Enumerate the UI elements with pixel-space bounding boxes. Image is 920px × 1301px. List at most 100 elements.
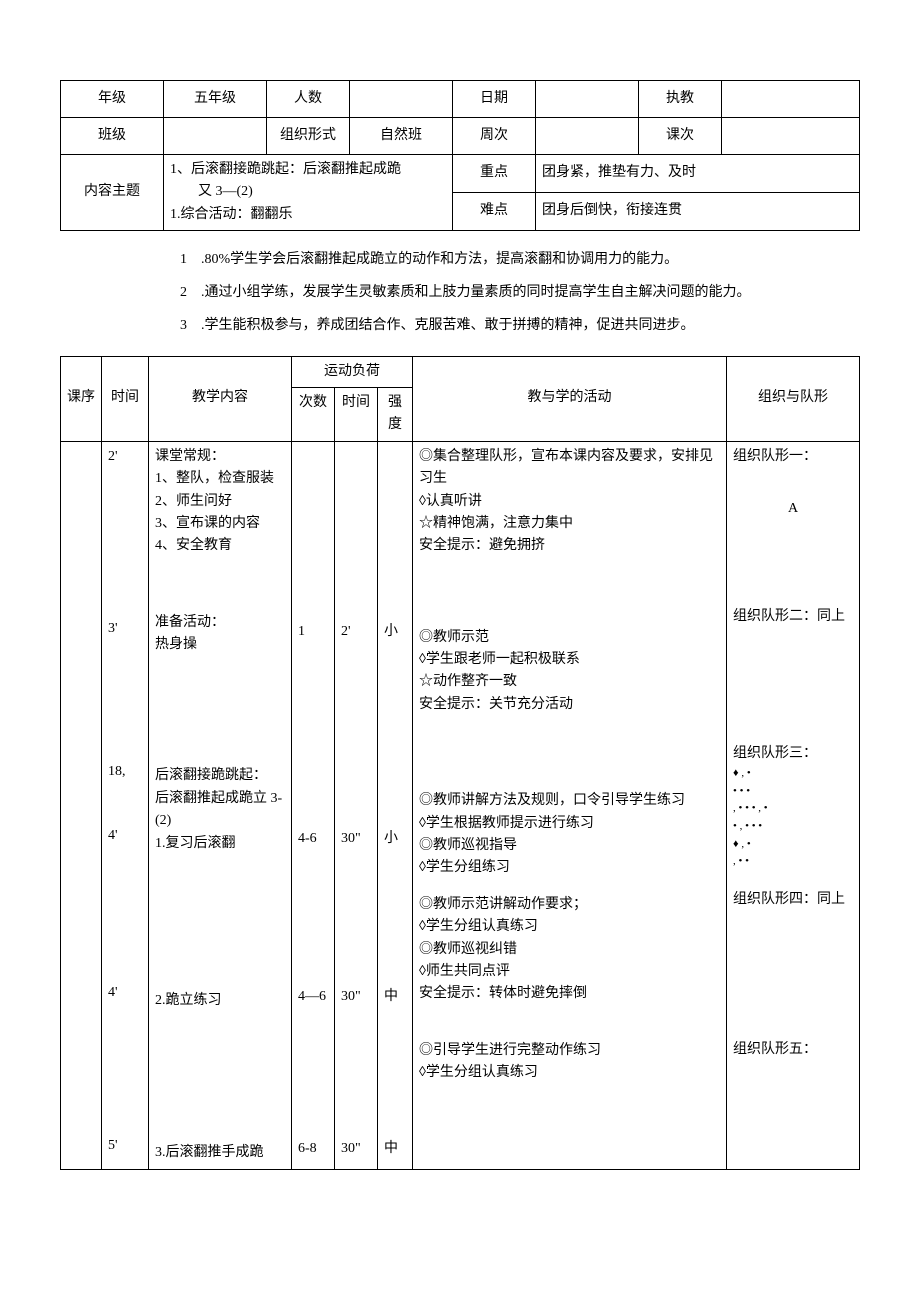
col-seq: 课序 — [61, 356, 102, 441]
form5: 组织队形五： — [733, 1039, 853, 1061]
col-activity: 教与学的活动 — [413, 356, 727, 441]
act2-1: ◎教师示范 — [419, 627, 720, 649]
act5-2: ◊学生分组认真练习 — [419, 1062, 720, 1084]
time-5: 5' — [108, 1135, 142, 1157]
time-3: 18, — [108, 761, 142, 783]
content1-3: 3、宣布课的内容 — [155, 513, 285, 535]
act3-2: ◊学生根据教师提示进行练习 — [419, 813, 720, 835]
label-date: 日期 — [453, 81, 536, 118]
content5: 3.后滚翻推手成跪 — [155, 1142, 285, 1164]
dur3: 30" — [341, 828, 371, 850]
label-orgform: 组织形式 — [267, 118, 350, 155]
form4: 组织队形四：同上 — [733, 889, 853, 911]
act4-4: 安全提示：转体时避免摔倒 — [419, 983, 720, 1005]
dur4: 30" — [341, 986, 371, 1008]
objective-3: 3 .学生能积极参与，养成团结合作、克服苦难、敢于拼搏的精神，促进共同进步。 — [180, 311, 860, 342]
act5-1: ◎引导学生进行完整动作练习 — [419, 1040, 720, 1062]
act4-1: ◊学生分组认真练习 — [419, 916, 720, 938]
course-info-table: 年级 五年级 人数 日期 执教 班级 组织形式 自然班 周次 课次 内容主题 1… — [60, 80, 860, 231]
act1-4: 安全提示：避免拥挤 — [419, 535, 720, 557]
act1-2: ◊认真听讲 — [419, 491, 720, 513]
reps4: 4—6 — [298, 986, 328, 1008]
int2: 小 — [384, 621, 406, 643]
topic-line1b: 又 3—(2) — [170, 181, 446, 203]
form3-d2: • • • — [733, 783, 853, 801]
label-count: 人数 — [267, 81, 350, 118]
label-week: 周次 — [453, 118, 536, 155]
form2: 组织队形二：同上 — [733, 606, 853, 628]
act3-4: ◊学生分组练习 — [419, 857, 720, 879]
label-difficulty: 难点 — [453, 193, 536, 231]
label-grade: 年级 — [61, 81, 164, 118]
value-lesson — [722, 118, 860, 155]
label-class: 班级 — [61, 118, 164, 155]
col-formation: 组织与队形 — [727, 356, 860, 441]
seq-cell — [61, 441, 102, 1169]
content3-title2: 后滚翻推起成跪立 3-(2) — [155, 788, 285, 833]
value-week — [536, 118, 639, 155]
time-4: 4' — [108, 982, 142, 1004]
content2-title: 准备活动： — [155, 612, 285, 634]
reps2: 1 — [298, 621, 328, 643]
time-cell: 2' 3' 18, 4' 4' 5' — [102, 441, 149, 1169]
act1-3: ☆精神饱满，注意力集中 — [419, 513, 720, 535]
value-grade: 五年级 — [164, 81, 267, 118]
act3-3: ◎教师巡视指导 — [419, 835, 720, 857]
activity-cell: ◎集合整理队形，宣布本课内容及要求，安排见习生 ◊认真听讲 ☆精神饱满，注意力集… — [413, 441, 727, 1169]
dur-cell: 2' 30" 30" 30" — [335, 441, 378, 1169]
formation-cell: 组织队形一： A 组织队形二：同上 组织队形三： ♦ , • • • • , •… — [727, 441, 860, 1169]
topic-line2: 1.综合活动：翻翻乐 — [170, 204, 446, 226]
value-orgform: 自然班 — [350, 118, 453, 155]
content1-1: 1、整队，检查服装 — [155, 468, 285, 490]
lesson-plan-table: 课序 时间 教学内容 运动负荷 教与学的活动 组织与队形 次数 时间 强度 2'… — [60, 356, 860, 1170]
objective-2: 2 .通过小组学练，发展学生灵敏素质和上肢力量素质的同时提高学生自主解决问题的能… — [180, 278, 860, 309]
act3-1: ◎教师讲解方法及规则，口令引导学生练习 — [419, 790, 720, 812]
content3-sub1: 1.复习后滚翻 — [155, 833, 285, 855]
label-teacher: 执教 — [639, 81, 722, 118]
dur5: 30" — [341, 1138, 371, 1160]
act4-2: ◎教师巡视纠错 — [419, 939, 720, 961]
objectives-list: 1 .80%学生学会后滚翻推起成跪立的动作和方法，提高滚翻和协调用力的能力。 2… — [180, 245, 860, 341]
reps5: 6-8 — [298, 1138, 328, 1160]
int5: 中 — [384, 1138, 406, 1160]
value-date — [536, 81, 639, 118]
form1: 组织队形一： — [733, 446, 853, 468]
content2-1: 热身操 — [155, 634, 285, 656]
form3-d6: , • • — [733, 853, 853, 871]
int3: 小 — [384, 828, 406, 850]
form3: 组织队形三： — [733, 743, 853, 765]
act4-0: ◎教师示范讲解动作要求； — [419, 894, 720, 916]
form3-d4: • , • • • — [733, 818, 853, 836]
intensity-cell: 小 小 中 中 — [378, 441, 413, 1169]
time-3b: 4' — [108, 825, 142, 847]
act2-4: 安全提示：关节充分活动 — [419, 694, 720, 716]
content3-title1: 后滚翻接跪跳起： — [155, 765, 285, 787]
label-keypoint: 重点 — [453, 155, 536, 193]
content1-title: 课堂常规： — [155, 446, 285, 468]
col-load: 运动负荷 — [292, 356, 413, 387]
form3-d3: , • • • , • — [733, 800, 853, 818]
form3-d5: ♦ , • — [733, 836, 853, 854]
time-1: 2' — [108, 446, 142, 468]
content1-2: 2、师生问好 — [155, 491, 285, 513]
content1-4: 4、安全教育 — [155, 535, 285, 557]
label-lesson: 课次 — [639, 118, 722, 155]
content4: 2.跪立练习 — [155, 990, 285, 1012]
col-time: 时间 — [102, 356, 149, 441]
reps-cell: 1 4-6 4—6 6-8 — [292, 441, 335, 1169]
col-intensity: 强度 — [378, 387, 413, 441]
topic-line1: 1、后滚翻接跪跳起：后滚翻推起成跪 — [170, 159, 446, 181]
time-2: 3' — [108, 618, 142, 640]
form3-d1: ♦ , • — [733, 765, 853, 783]
col-content: 教学内容 — [149, 356, 292, 441]
objective-1: 1 .80%学生学会后滚翻推起成跪立的动作和方法，提高滚翻和协调用力的能力。 — [180, 245, 860, 276]
dur2: 2' — [341, 621, 371, 643]
col-reps: 次数 — [292, 387, 335, 441]
col-dur: 时间 — [335, 387, 378, 441]
value-count — [350, 81, 453, 118]
form1-diagram: A — [733, 498, 853, 520]
value-keypoint: 团身紧，推垫有力、及时 — [536, 155, 860, 193]
act4-3: ◊师生共同点评 — [419, 961, 720, 983]
content-cell: 课堂常规： 1、整队，检查服装 2、师生问好 3、宣布课的内容 4、安全教育 准… — [149, 441, 292, 1169]
label-topic: 内容主题 — [61, 155, 164, 231]
